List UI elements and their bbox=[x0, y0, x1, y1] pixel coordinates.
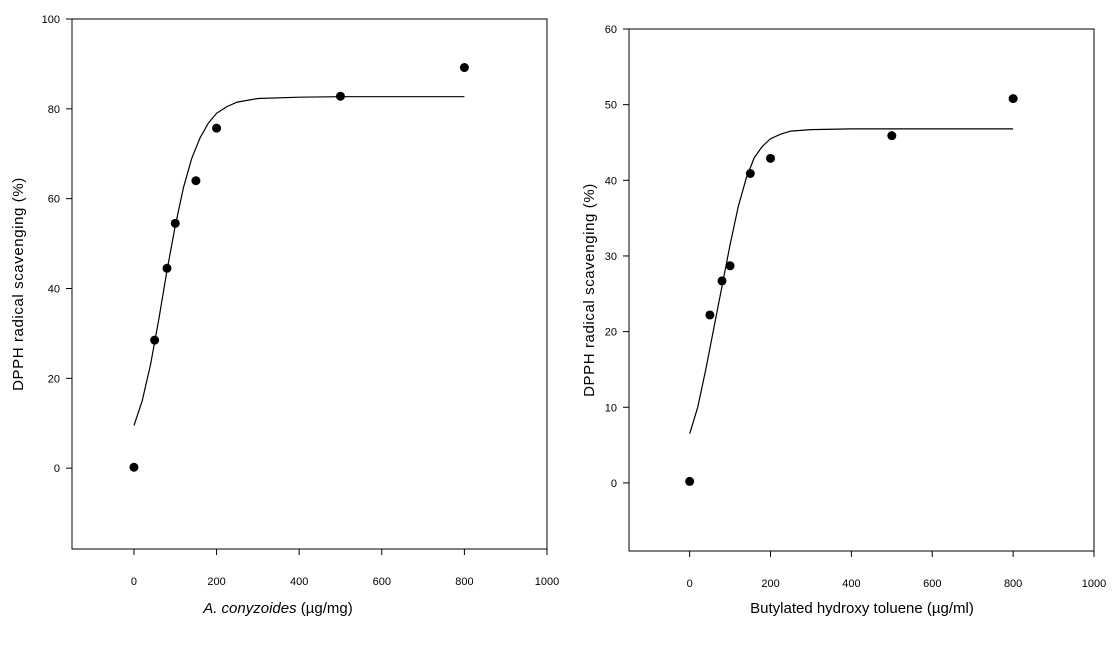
data-point bbox=[212, 123, 222, 133]
y-tick-label: 60 bbox=[48, 194, 60, 206]
y-tick-label: 100 bbox=[42, 14, 60, 26]
x-axis-label: Butylated hydroxy toluene (µg/ml) bbox=[750, 600, 974, 617]
y-tick-label: 20 bbox=[605, 327, 617, 339]
y-tick-label: 80 bbox=[48, 104, 60, 116]
mark-group bbox=[129, 63, 469, 472]
data-point bbox=[725, 261, 735, 271]
x-tick-label: 0 bbox=[131, 576, 137, 588]
x-tick-label: 1000 bbox=[535, 576, 559, 588]
tick-group: 0 200 400 600 800 1000 0 20 40 60 80 100 bbox=[42, 14, 560, 588]
y-axis-label: DPPH radical scavenging (%) bbox=[581, 183, 598, 397]
y-tick-label: 40 bbox=[48, 283, 60, 295]
x-tick-label: 200 bbox=[207, 576, 225, 588]
data-point bbox=[170, 218, 180, 228]
y-tick-label: 0 bbox=[611, 478, 617, 490]
y-tick-label: 30 bbox=[605, 251, 617, 263]
data-point bbox=[459, 63, 469, 73]
x-tick-label: 600 bbox=[923, 578, 941, 590]
x-axis-label-unit: Butylated hydroxy toluene (µg/ml) bbox=[750, 600, 974, 617]
x-tick-label: 400 bbox=[842, 578, 860, 590]
x-tick-label: 0 bbox=[687, 578, 693, 590]
x-tick-label: 200 bbox=[761, 578, 779, 590]
data-point bbox=[150, 335, 160, 345]
x-axis-label-unit: (µg/mg) bbox=[297, 600, 353, 617]
data-point bbox=[162, 263, 172, 273]
chart-panel-left: 0 200 400 600 800 1000 0 20 40 60 80 100 DPPH radic… bbox=[10, 14, 559, 617]
x-tick-label: 400 bbox=[290, 576, 308, 588]
x-axis-label-italic: A. conyzoides bbox=[202, 600, 297, 617]
x-axis-label: A. conyzoides (µg/mg) bbox=[202, 600, 353, 617]
data-point bbox=[191, 176, 201, 186]
data-point bbox=[335, 91, 345, 101]
fit-curve-line bbox=[689, 128, 1014, 434]
data-point bbox=[745, 168, 755, 178]
data-point bbox=[717, 276, 727, 286]
y-tick-label: 10 bbox=[605, 402, 617, 414]
y-tick-label: 50 bbox=[605, 100, 617, 112]
x-tick-label: 800 bbox=[1004, 578, 1022, 590]
y-tick-label: 40 bbox=[605, 175, 617, 187]
fit-curve-line bbox=[133, 96, 465, 426]
x-tick-label: 600 bbox=[373, 576, 391, 588]
data-point bbox=[129, 462, 139, 472]
data-point bbox=[685, 476, 695, 486]
chart-panel-right: 0 200 400 600 800 1000 0 10 20 30 40 50 60 DPPH radi… bbox=[581, 24, 1106, 617]
plot-frame bbox=[628, 28, 1095, 552]
y-tick-label: 60 bbox=[605, 24, 617, 36]
x-tick-label: 800 bbox=[455, 576, 473, 588]
tick-group: 0 200 400 600 800 1000 0 10 20 30 40 50 60 bbox=[605, 24, 1106, 590]
data-point bbox=[766, 153, 776, 163]
data-point bbox=[1008, 94, 1018, 104]
y-axis-label: DPPH radical scavenging (%) bbox=[10, 177, 27, 391]
y-tick-label: 20 bbox=[48, 373, 60, 385]
x-tick-label: 1000 bbox=[1082, 578, 1106, 590]
mark-group bbox=[685, 94, 1018, 486]
y-tick-label: 0 bbox=[54, 463, 60, 475]
data-point bbox=[887, 131, 897, 141]
plot-frame bbox=[71, 18, 548, 550]
data-point bbox=[705, 310, 715, 320]
